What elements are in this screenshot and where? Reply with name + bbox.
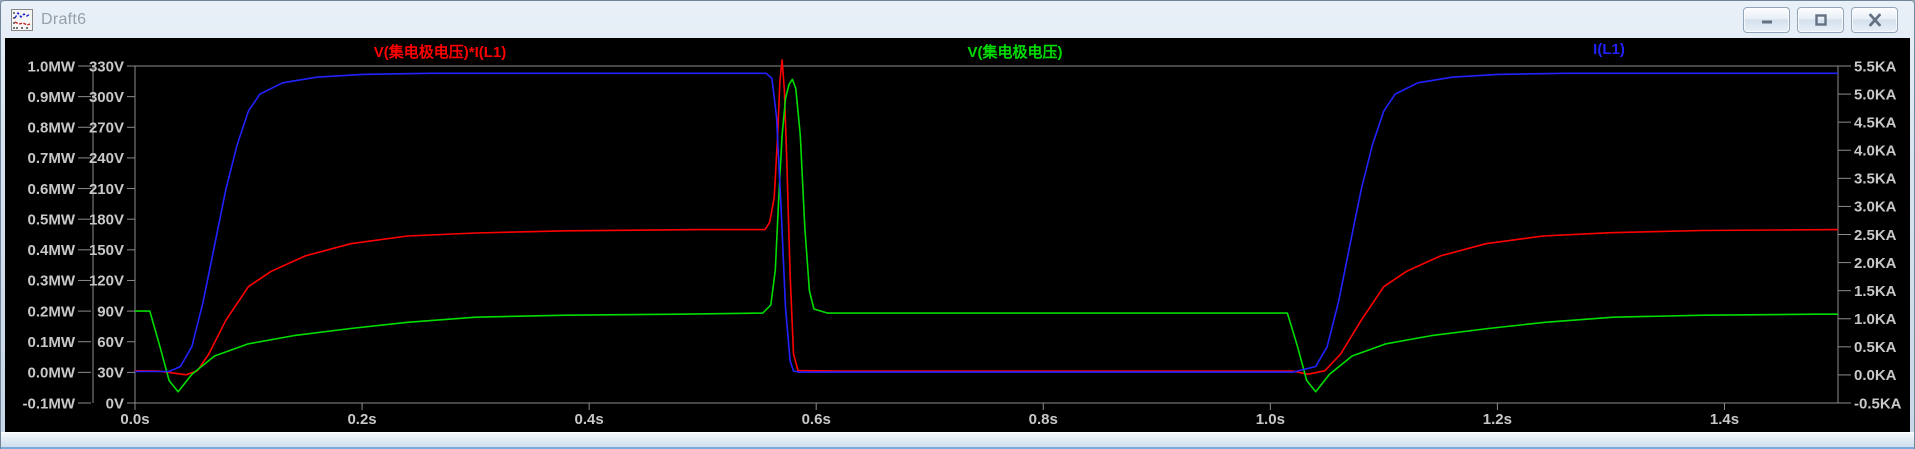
axis-power-tick-label: 0.3MW [27,273,75,290]
axis-time-tick-label: 1.4s [1710,411,1739,428]
axis-voltage-tick-label: 300V [89,89,124,106]
axis-current-tick-label: 0.5KA [1854,339,1897,356]
axis-time-tick-label: 0.2s [347,411,376,428]
axis-time-tick-label: 1.2s [1483,411,1512,428]
axis-voltage-tick-label: 30V [97,365,124,382]
window-controls [1743,6,1898,33]
axis-current-tick-label: 4.5KA [1854,114,1897,131]
title-bar[interactable]: Draft6 [1,1,1914,38]
axis-voltage-tick-label: 150V [89,242,124,259]
axis-power-tick-label: 0.7MW [27,150,75,167]
axis-time-tick-label: 0.8s [1029,411,1058,428]
window-title: Draft6 [41,10,87,28]
trace-label-power[interactable]: V(集电极电压)*I(L1) [373,44,507,61]
axis-current-tick-label: 5.5KA [1854,58,1897,75]
axis-voltage[interactable]: 330V 300V 270V 240V 210V 180V 150V 120V 90V 60V 30… [89,58,135,412]
maximize-button[interactable] [1797,6,1844,33]
power-trace[interactable] [134,59,1839,376]
axis-current-tick-label: 5.0KA [1854,86,1897,103]
axis-current-tick-label: 1.0KA [1854,311,1897,328]
axis-time-tick-label: 0.0s [120,411,149,428]
axis-current-tick-label: 3.5KA [1854,171,1897,188]
axis-power-tick-label: 0.5MW [27,211,75,228]
axis-power-tick-label: 0.4MW [27,242,75,259]
axis-power-tick-label: 1.0MW [27,58,75,75]
axis-power-tick-label: 0.1MW [27,334,75,351]
window-bottom-frame [1,432,1914,449]
axis-voltage-tick-label: 90V [97,303,124,320]
axis-time[interactable]: 0.0s 0.2s 0.4s 0.6s 0.8s 1.0s 1.2s 1.4s [120,403,1739,428]
axis-power-tick-label: -0.1MW [23,395,76,412]
axis-power[interactable]: 1.0MW 0.9MW 0.8MW 0.7MW 0.6MW 0.5MW 0.4MW 0.3MW… [23,58,94,412]
maximize-icon [1814,13,1827,26]
axis-time-tick-label: 0.4s [575,411,604,428]
axis-power-tick-label: 0.6MW [27,181,75,198]
close-button[interactable] [1851,6,1898,33]
axis-current-tick-label: -0.5KA [1854,395,1902,412]
minimize-button[interactable] [1743,6,1790,33]
trace-label-voltage[interactable]: V(集电极电压) [967,44,1063,61]
axis-voltage-tick-label: 0V [106,395,124,412]
axis-voltage-tick-label: 120V [89,273,124,290]
axis-current[interactable]: 5.5KA 5.0KA 4.5KA 4.0KA 3.5KA 3.0KA 2.5KA 2.0KA… [1838,58,1902,412]
axis-power-tick-label: 0.2MW [27,303,75,320]
axis-current-tick-label: 2.0KA [1854,255,1897,272]
trace-label-current[interactable]: I(L1) [1593,41,1625,58]
voltage-trace[interactable] [135,78,1838,393]
axis-voltage-tick-label: 180V [89,211,124,228]
axis-voltage-tick-label: 240V [89,150,124,167]
current-trace[interactable] [135,72,1838,373]
axis-current-tick-label: 3.0KA [1854,199,1897,216]
waveform-document-icon [11,8,33,31]
axis-voltage-tick-label: 330V [89,58,124,75]
axis-current-tick-label: 4.0KA [1854,143,1897,160]
axis-time-tick-label: 1.0s [1256,411,1285,428]
axis-current-tick-label: 1.5KA [1854,283,1897,300]
axis-power-tick-label: 0.0MW [27,365,75,382]
axis-current-tick-label: 0.0KA [1854,367,1897,384]
axis-power-tick-label: 0.8MW [27,120,75,137]
axis-voltage-tick-label: 210V [89,181,124,198]
minimize-icon [1761,20,1772,23]
axis-voltage-tick-label: 60V [97,334,124,351]
waveform-plot-area[interactable]: 1.0MW 0.9MW 0.8MW 0.7MW 0.6MW 0.5MW 0.4MW 0.3MW… [5,38,1910,432]
axis-time-tick-label: 0.6s [802,411,831,428]
close-icon [1868,13,1881,26]
axis-power-tick-label: 0.9MW [27,89,75,106]
axis-current-tick-label: 2.5KA [1854,227,1897,244]
axis-voltage-tick-label: 270V [89,120,124,137]
waveform-plot[interactable]: 1.0MW 0.9MW 0.8MW 0.7MW 0.6MW 0.5MW 0.4MW 0.3MW… [5,38,1910,432]
